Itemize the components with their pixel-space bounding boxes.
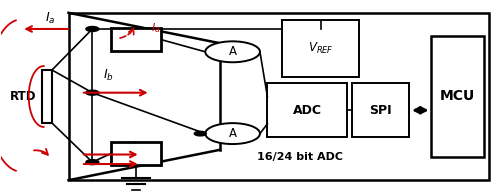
Text: ADC: ADC: [292, 104, 322, 117]
Text: A: A: [228, 127, 236, 140]
Text: A: A: [228, 45, 236, 58]
Bar: [352, 83, 409, 137]
Circle shape: [86, 160, 99, 165]
Bar: [111, 142, 160, 165]
Bar: [432, 36, 484, 157]
Bar: [111, 28, 160, 51]
Circle shape: [206, 41, 260, 62]
Text: 16/24 bit ADC: 16/24 bit ADC: [256, 152, 342, 162]
Bar: [68, 13, 488, 180]
Text: $I_a$: $I_a$: [45, 11, 56, 26]
Text: SPI: SPI: [369, 104, 392, 117]
Circle shape: [206, 123, 260, 144]
Circle shape: [194, 131, 206, 136]
Circle shape: [86, 26, 99, 31]
Text: RTD: RTD: [10, 90, 36, 103]
Bar: [42, 70, 52, 123]
Text: $I_a$: $I_a$: [151, 21, 160, 35]
Bar: [282, 20, 360, 77]
Circle shape: [86, 90, 99, 95]
Text: MCU: MCU: [440, 90, 475, 103]
Text: $V_{REF}$: $V_{REF}$: [308, 41, 334, 57]
Text: $I_b$: $I_b$: [103, 68, 114, 83]
Bar: [268, 83, 347, 137]
